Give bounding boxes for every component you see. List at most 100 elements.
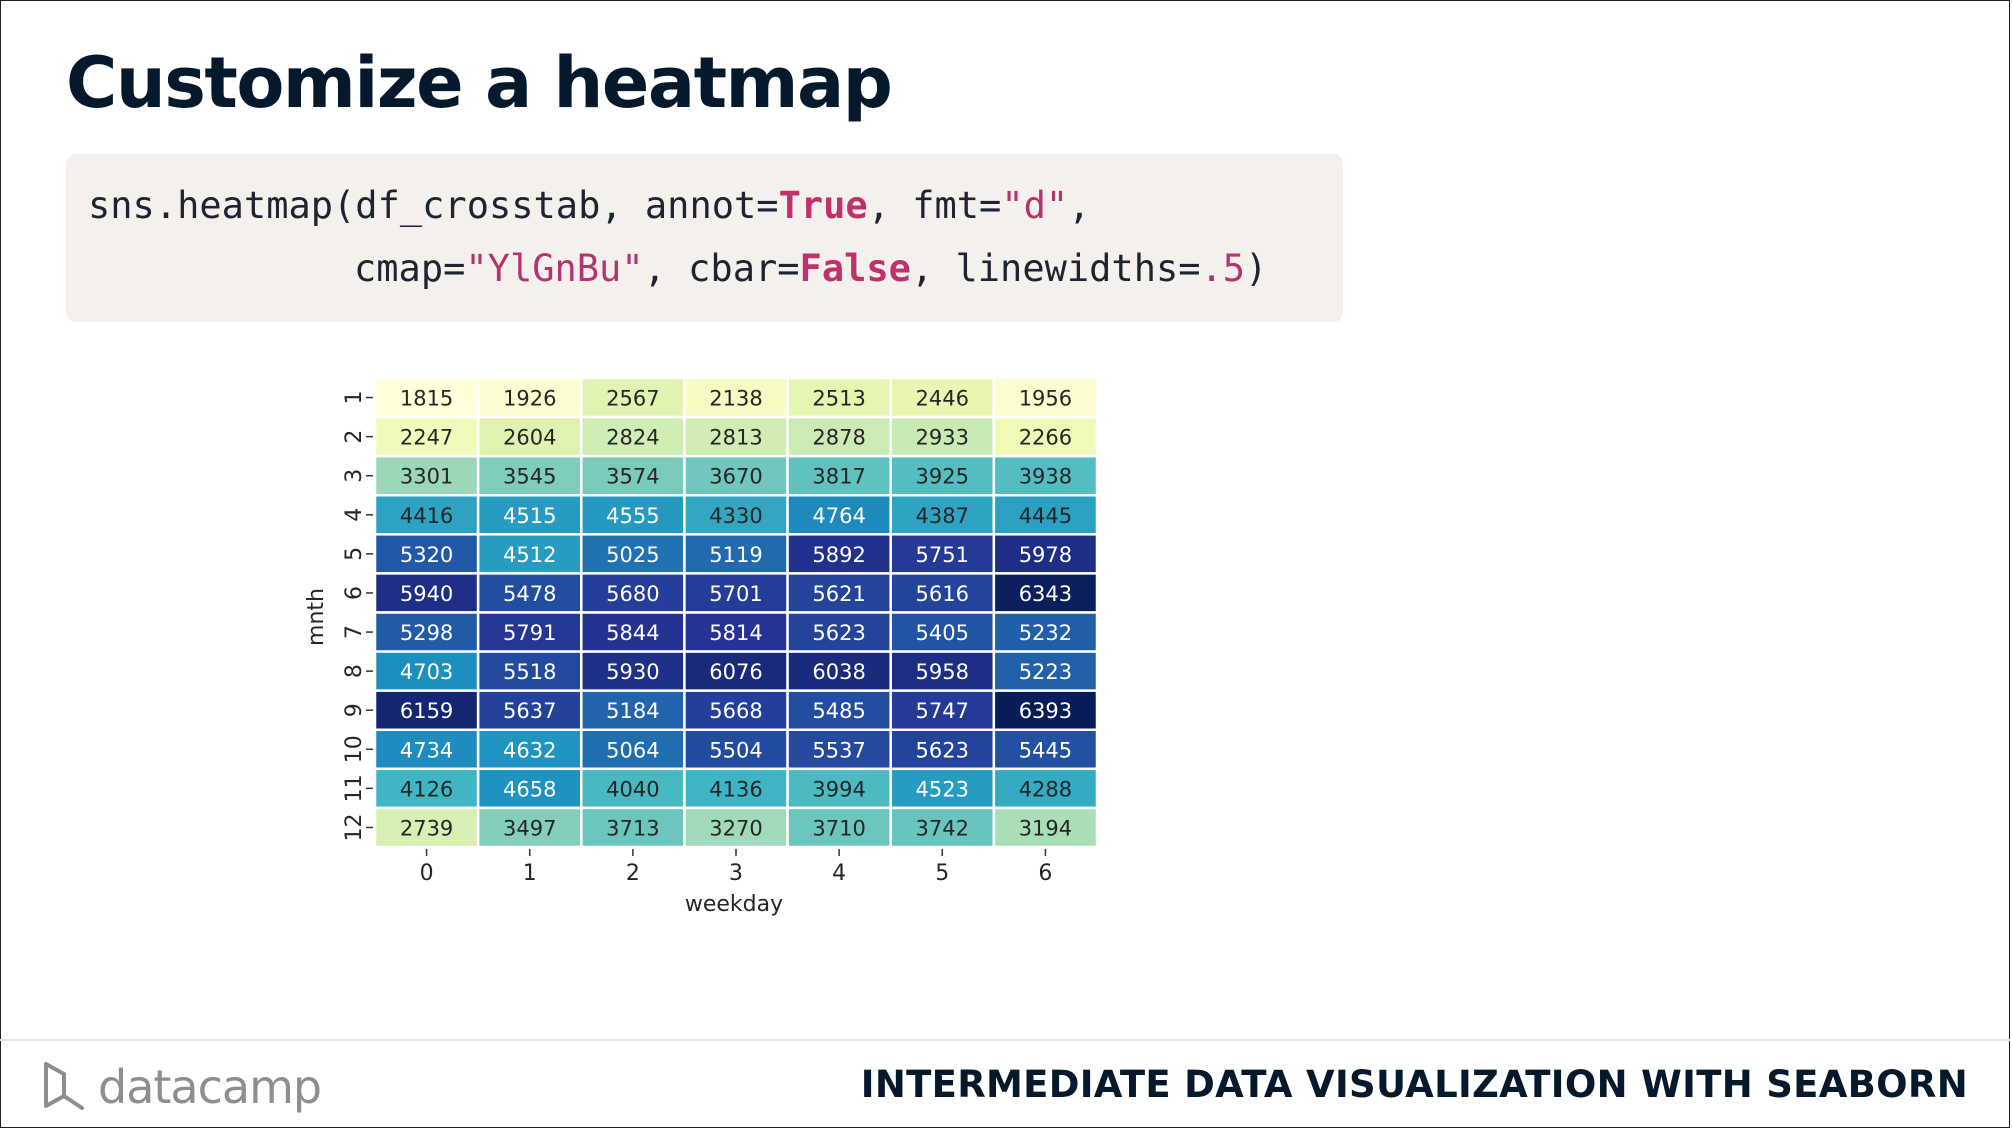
y-tick-label: 1 <box>342 391 367 405</box>
heatmap-cell <box>683 454 789 497</box>
heatmap-cell <box>476 689 583 732</box>
code-token: , linewidths= <box>910 247 1201 290</box>
heatmap-cell-label: 6393 <box>1019 699 1072 723</box>
heatmap-cell-label: 3938 <box>1019 465 1072 489</box>
x-tick-label: 5 <box>935 861 949 886</box>
heatmap-cell-label: 5958 <box>916 660 969 684</box>
heatmap-cell-label: 5978 <box>1019 543 1072 567</box>
heatmap-cell <box>889 572 996 614</box>
heatmap-cell-label: 3574 <box>606 465 659 489</box>
heatmap-cell-label: 2567 <box>606 387 659 411</box>
y-tick-label: 5 <box>342 547 367 561</box>
x-tick-label: 1 <box>523 861 537 886</box>
heatmap-cell <box>889 728 996 771</box>
heatmap-cell-label: 5445 <box>1019 738 1072 762</box>
heatmap-cell-label: 2739 <box>400 816 453 840</box>
y-tick-label: 12 <box>342 813 367 841</box>
heatmap-cell <box>476 572 583 614</box>
heatmap-cell-label: 3713 <box>606 816 659 840</box>
heatmap-cell <box>476 806 583 849</box>
heatmap-cell-label: 5668 <box>709 699 762 723</box>
code-line-2: cmap="YlGnBu", cbar=False, linewidths=.5… <box>354 247 1267 290</box>
x-axis: 0 1 2 3 4 5 6 <box>420 849 1052 886</box>
x-tick-label: 2 <box>626 861 640 886</box>
x-tick-label: 6 <box>1038 861 1052 886</box>
code-number: .5 <box>1200 247 1246 290</box>
heatmap-cell-label: 4658 <box>503 777 556 801</box>
code-token: ) <box>1245 247 1268 290</box>
heatmap-cell-label: 4764 <box>812 504 865 528</box>
heatmap-cell-label: 5518 <box>503 660 556 684</box>
heatmap-cell <box>580 728 686 771</box>
heatmap-cell-label: 4734 <box>400 738 453 762</box>
heatmap-cell-label: 5701 <box>709 582 762 606</box>
y-tick-label: 4 <box>342 508 367 522</box>
heatmap-cell <box>476 611 583 653</box>
heatmap-cell-label: 5680 <box>606 582 659 606</box>
code-token: cmap= <box>354 247 466 290</box>
heatmap-cell-label: 5616 <box>916 582 969 606</box>
heatmap-annotations: 1815 1926 2567 2138 2513 2446 1956 2247 2604 2824… <box>400 387 1072 841</box>
heatmap-cell-label: 4445 <box>1019 504 1072 528</box>
heatmap-cell-label: 5405 <box>916 621 969 645</box>
y-tick-label: 2 <box>342 430 367 444</box>
heatmap-cell-label: 5623 <box>812 621 865 645</box>
heatmap-cell-label: 2247 <box>400 426 453 450</box>
heatmap-cell-label: 6076 <box>709 660 762 684</box>
heatmap-cell <box>889 806 996 849</box>
heatmap-cell-label: 1956 <box>1019 387 1072 411</box>
heatmap-cell <box>580 454 686 497</box>
heatmap-cell-label: 5119 <box>709 543 762 567</box>
heatmap-cell-label: 2513 <box>812 387 865 411</box>
heatmap-cell-label: 4330 <box>709 504 762 528</box>
heatmap-cell-label: 5223 <box>1019 660 1072 684</box>
datacamp-logo-icon <box>44 1062 84 1110</box>
code-string: "YlGnBu" <box>465 247 644 290</box>
heatmap-cell-label: 6343 <box>1019 582 1072 606</box>
datacamp-wordmark: datacamp <box>98 1060 322 1114</box>
heatmap-cell-label: 3817 <box>812 465 865 489</box>
y-axis-label: mnth <box>304 588 329 646</box>
heatmap-cell-label: 2824 <box>606 426 659 450</box>
y-tick-label: 7 <box>342 625 367 639</box>
heatmap-cell-label: 2813 <box>709 426 762 450</box>
heatmap-cell <box>889 650 996 692</box>
heatmap-cell-label: 4387 <box>916 504 969 528</box>
heatmap-cell-label: 5844 <box>606 621 659 645</box>
heatmap-cell <box>992 689 1099 732</box>
footer-divider <box>0 1039 2010 1041</box>
heatmap-cell <box>992 728 1099 771</box>
heatmap-cell-label: 3670 <box>709 465 762 489</box>
heatmap-cell <box>992 376 1099 419</box>
heatmap-cell-label: 5623 <box>916 738 969 762</box>
heatmap-cell-label: 5940 <box>400 582 453 606</box>
x-axis-label: weekday <box>685 892 783 917</box>
heatmap-cell-label: 5747 <box>916 699 969 723</box>
heatmap-cell <box>992 415 1099 458</box>
code-string: "d" <box>1001 184 1069 227</box>
heatmap-cell-label: 2878 <box>812 426 865 450</box>
heatmap-cell-label: 2138 <box>709 387 762 411</box>
heatmap-cell-label: 4512 <box>503 543 556 567</box>
heatmap-cell-label: 5320 <box>400 543 453 567</box>
heatmap-cell-label: 5814 <box>709 621 762 645</box>
heatmap-cell-label: 5930 <box>606 660 659 684</box>
heatmap-cell-label: 2446 <box>916 387 969 411</box>
heatmap-cell-label: 5184 <box>606 699 659 723</box>
heatmap-cell <box>476 494 583 536</box>
heatmap-cell-label: 5064 <box>606 738 659 762</box>
heatmap-cell <box>992 494 1099 536</box>
heatmap-cell <box>683 494 789 536</box>
heatmap-cell-label: 4515 <box>503 504 556 528</box>
heatmap-cell-label: 5892 <box>812 543 865 567</box>
datacamp-logo: datacamp <box>42 1058 342 1118</box>
heatmap-cell-label: 5537 <box>812 738 865 762</box>
heatmap-cell-label: 1815 <box>400 387 453 411</box>
code-token: , fmt= <box>867 184 1002 227</box>
heatmap-cell-label: 5298 <box>400 621 453 645</box>
x-tick-label: 4 <box>832 861 846 886</box>
heatmap-cell-label: 3545 <box>503 465 556 489</box>
heatmap-cell <box>683 376 789 419</box>
